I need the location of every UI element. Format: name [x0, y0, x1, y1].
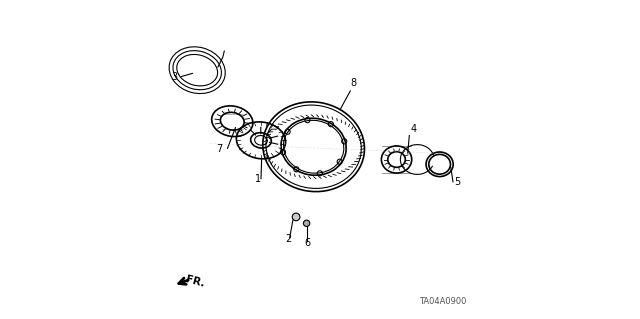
Text: 7: 7 [216, 144, 223, 153]
Circle shape [303, 220, 310, 226]
Text: 1: 1 [255, 174, 261, 184]
Text: 6: 6 [304, 238, 310, 248]
Text: 8: 8 [351, 78, 356, 88]
Text: 5: 5 [454, 177, 460, 187]
Text: 3: 3 [172, 71, 178, 82]
Circle shape [292, 213, 300, 221]
Text: TA04A0900: TA04A0900 [419, 297, 467, 306]
Text: 2: 2 [285, 234, 291, 244]
Text: FR.: FR. [184, 274, 205, 289]
Text: 4: 4 [411, 124, 417, 134]
